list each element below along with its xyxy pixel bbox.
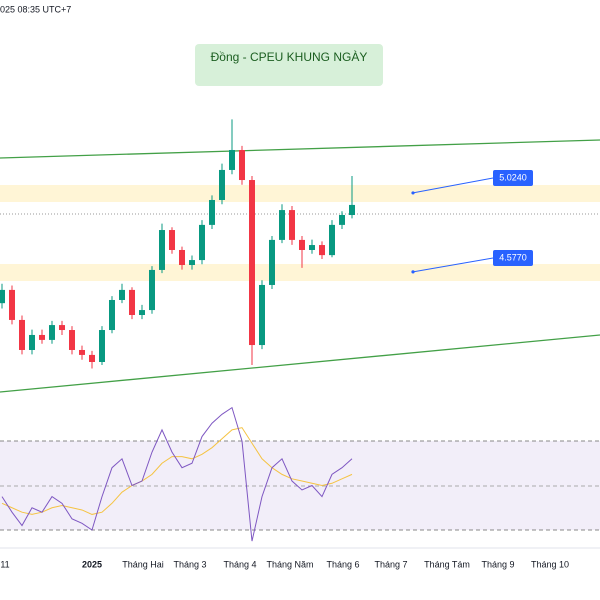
title-box — [195, 44, 383, 86]
candle-body — [129, 289, 135, 316]
time-label: Tháng Hai — [122, 559, 164, 569]
candle-body — [249, 180, 255, 346]
level-anchor — [411, 270, 415, 274]
candle-body — [229, 149, 235, 170]
candle-body — [299, 239, 305, 250]
candle-body — [309, 245, 315, 250]
level-box — [493, 170, 533, 186]
candle-body — [329, 224, 335, 256]
candle-body — [289, 210, 295, 240]
level-anchor — [411, 191, 415, 195]
candle-body — [319, 245, 325, 256]
timestamp: 025 08:35 UTC+7 — [0, 4, 71, 14]
candle-body — [119, 289, 125, 300]
candle-body — [39, 334, 45, 340]
rsi-band — [0, 441, 600, 530]
time-label: Tháng Tám — [424, 559, 470, 569]
rsi-ma-line — [1, 427, 353, 515]
time-label: Tháng 9 — [481, 559, 514, 569]
time-label: Tháng 3 — [173, 559, 206, 569]
title: Đồng - CPEU KHUNG NGÀY — [211, 49, 368, 64]
candle-body — [209, 199, 215, 225]
rsi-line — [1, 406, 353, 542]
candle-body — [169, 230, 175, 250]
candle-body — [159, 230, 165, 270]
candle-body — [29, 334, 35, 350]
candle-body — [99, 330, 105, 362]
time-label: Tháng 4 — [223, 559, 256, 569]
time-label: Tháng 6 — [326, 559, 359, 569]
candle-body — [199, 224, 205, 261]
candle-body — [69, 330, 75, 350]
candle-body — [49, 325, 55, 340]
time-label: Tháng Năm — [266, 559, 313, 569]
level-connector — [412, 257, 494, 273]
time-label: Tháng 7 — [374, 559, 407, 569]
upper-trendline — [0, 139, 600, 159]
time-label: Tháng 10 — [531, 559, 569, 569]
candle-body — [0, 289, 5, 304]
resistance-zone — [0, 185, 600, 202]
candle-body — [349, 204, 355, 216]
candle-body — [259, 284, 265, 346]
candle-body — [189, 260, 195, 266]
candle-body — [59, 325, 65, 331]
candle-body — [149, 269, 155, 311]
candle-body — [279, 210, 285, 240]
candle-body — [9, 289, 15, 320]
level-label: 5.0240 — [499, 172, 527, 182]
candle-body — [139, 310, 145, 316]
support-zone — [0, 264, 600, 281]
candle-body — [19, 319, 25, 350]
candle-body — [179, 249, 185, 266]
candle-body — [109, 299, 115, 331]
candle-body — [219, 169, 225, 200]
candle-body — [269, 239, 275, 285]
candle-body — [339, 215, 345, 225]
lower-trendline — [0, 334, 600, 393]
level-box — [493, 250, 533, 266]
level-connector — [412, 177, 494, 194]
level-label: 4.5770 — [499, 252, 527, 262]
candle-body — [89, 354, 95, 362]
time-label: 11 — [0, 559, 9, 569]
time-label: 2025 — [82, 559, 102, 569]
candle-body — [239, 149, 245, 181]
candle-body — [79, 349, 85, 355]
